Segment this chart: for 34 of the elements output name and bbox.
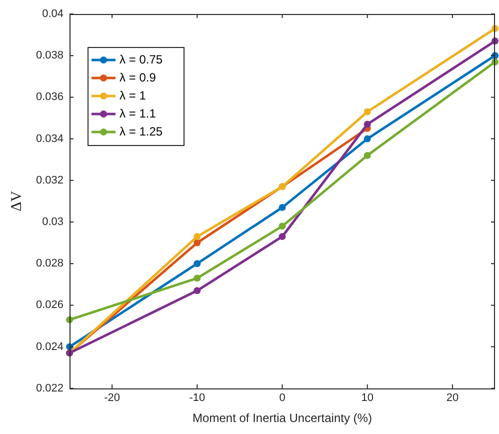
point [194, 287, 201, 294]
point [364, 120, 371, 128]
point [194, 260, 201, 268]
legend-label: λ = 0.75 [120, 52, 163, 66]
point [364, 135, 371, 142]
x-tick-label: 0 [279, 392, 286, 404]
x-tick-label: 20 [446, 392, 459, 404]
y-tick-label: 0.03 [42, 216, 64, 228]
point [364, 152, 371, 159]
legend-label: λ = 0.9 [120, 70, 156, 84]
x-axis-title: Moment of Inertia Uncertainty (%) [192, 411, 372, 426]
y-tick-label: 0.04 [42, 8, 64, 20]
legend-label: λ = 1 [120, 88, 146, 102]
y-tick-label: 0.038 [36, 50, 64, 62]
y-tick-label: 0.034 [36, 132, 64, 145]
x-tick-label: -20 [104, 392, 120, 404]
point [278, 204, 286, 211]
point [278, 222, 286, 230]
point [194, 274, 201, 282]
point [194, 239, 201, 246]
y-tick-label: 0.022 [36, 382, 64, 394]
point [194, 233, 201, 240]
point [364, 108, 371, 116]
y-tick-label: 0.026 [36, 299, 64, 312]
y-tick-label: 0.032 [36, 174, 64, 186]
x-tick-label: 10 [361, 392, 374, 404]
x-tick-label: -10 [189, 392, 206, 404]
legend-label: λ = 1.1 [120, 106, 156, 120]
point [278, 233, 286, 240]
y-tick-label: 0.024 [36, 340, 64, 353]
y-tick-label: 0.036 [36, 91, 64, 104]
y-axis-title: ΔV [8, 190, 25, 212]
legend-label: λ = 1.25 [120, 124, 163, 138]
y-tick-label: 0.028 [36, 258, 64, 270]
